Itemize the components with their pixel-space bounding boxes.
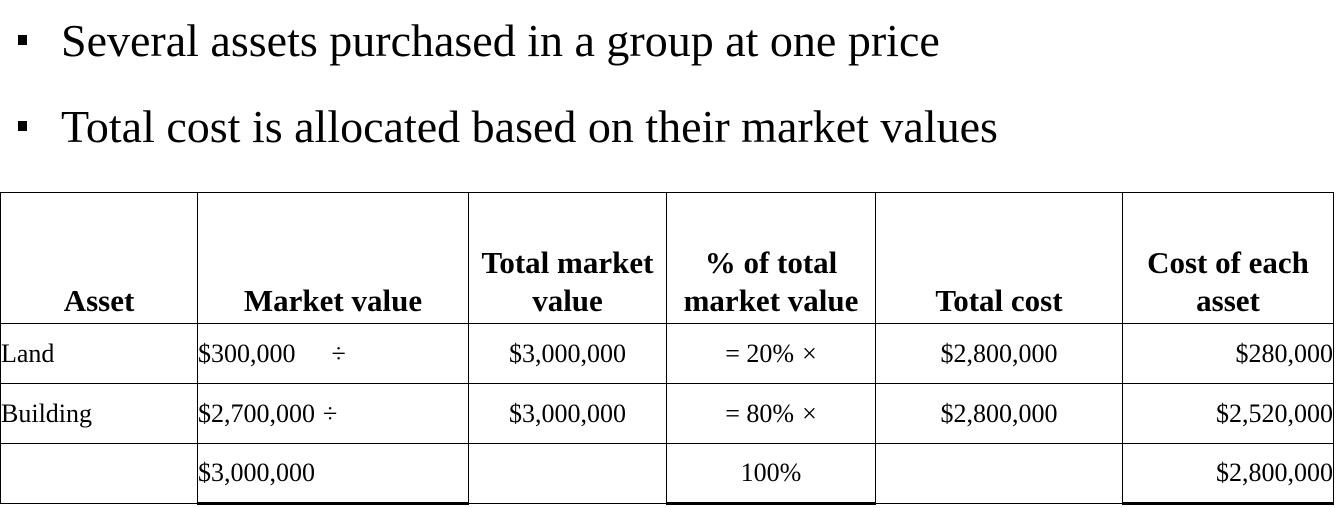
market-value-cell: $300,000 ÷ xyxy=(197,323,469,384)
header-asset: Asset xyxy=(0,192,198,324)
total-market-value-cell: $3,000,000 xyxy=(468,323,667,384)
header-cost-each-asset: Cost of each asset xyxy=(1122,192,1334,324)
table-row: Building $2,700,000 ÷ $3,000,000 = 80% × $… xyxy=(0,383,1334,444)
pct-cell: = 80% × xyxy=(666,383,876,444)
bullet-text: Total cost is allocated based on their m… xyxy=(61,100,998,152)
header-total-cost: Total cost xyxy=(875,192,1123,324)
table-header-row: Asset Market value Total market value % … xyxy=(0,192,1334,324)
header-total-market-value: Total market value xyxy=(468,192,667,324)
total-market-value-sum-cell: $3,000,000 xyxy=(197,443,469,505)
bullet-text: Several assets purchased in a group at o… xyxy=(61,14,940,66)
total-total-market-value-cell xyxy=(468,443,667,504)
times-sign: × xyxy=(802,398,817,428)
table-total-row: $3,000,000 100% $2,800,000 xyxy=(0,443,1334,505)
header-pct-total-market-value: % of total market value xyxy=(666,192,876,324)
asset-cell: Building xyxy=(0,383,198,444)
pct-value: = 20% xyxy=(725,338,795,368)
total-market-value-cell: $3,000,000 xyxy=(468,383,667,444)
bullet-square-icon xyxy=(18,121,27,131)
total-cost-cell: $2,800,000 xyxy=(875,383,1123,444)
market-value-cell: $2,700,000 ÷ xyxy=(197,383,469,444)
pct-cell: = 20% × xyxy=(666,323,876,384)
market-value-amount: $2,700,000 xyxy=(198,398,315,428)
asset-cell: Land xyxy=(0,323,198,384)
total-asset-cell xyxy=(0,443,198,504)
pct-value: = 80% xyxy=(725,398,795,428)
total-cost-each-asset-cell: $2,800,000 xyxy=(1122,443,1334,505)
cost-allocation-table: Asset Market value Total market value % … xyxy=(0,192,1334,505)
cost-each-asset-cell: $2,520,000 xyxy=(1122,383,1334,444)
cost-each-asset-cell: $280,000 xyxy=(1122,323,1334,384)
times-sign: × xyxy=(802,338,817,368)
header-market-value: Market value xyxy=(197,192,469,324)
divide-sign: ÷ xyxy=(323,398,338,428)
total-pct-cell: 100% xyxy=(666,443,876,505)
total-cost-cell: $2,800,000 xyxy=(875,323,1123,384)
table-row: Land $300,000 ÷ $3,000,000 = 20% × $2,800,… xyxy=(0,323,1334,384)
divide-sign: ÷ xyxy=(331,338,346,368)
market-value-amount: $300,000 xyxy=(198,338,296,368)
bullet-square-icon xyxy=(18,35,27,45)
total-total-cost-cell xyxy=(875,443,1123,504)
